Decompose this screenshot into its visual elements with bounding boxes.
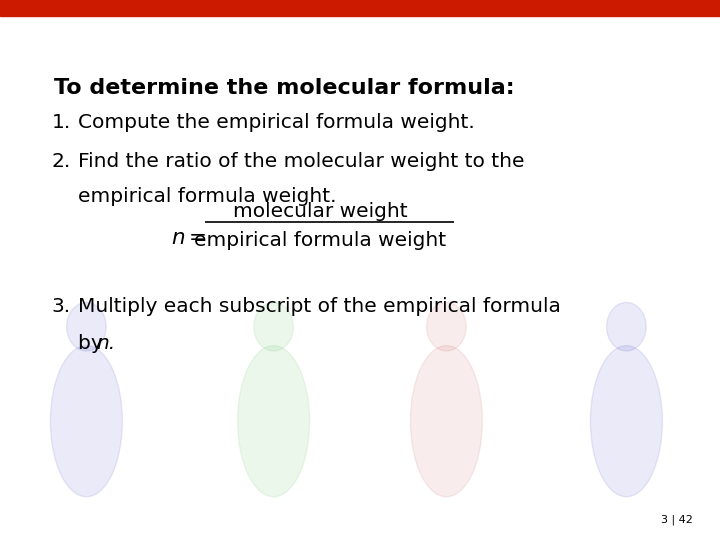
Ellipse shape <box>426 302 467 351</box>
Text: empirical formula weight: empirical formula weight <box>194 231 446 250</box>
Text: by: by <box>78 334 109 353</box>
Text: Compute the empirical formula weight.: Compute the empirical formula weight. <box>78 113 474 132</box>
Ellipse shape <box>66 302 107 351</box>
Ellipse shape <box>590 346 662 497</box>
Text: n.: n. <box>96 334 116 353</box>
Text: 2.: 2. <box>52 152 71 171</box>
Text: Multiply each subscript of the empirical formula: Multiply each subscript of the empirical… <box>78 297 561 316</box>
Text: empirical formula weight.: empirical formula weight. <box>78 187 336 206</box>
Text: 3.: 3. <box>52 297 71 316</box>
Ellipse shape <box>254 302 294 351</box>
Text: molecular weight: molecular weight <box>233 202 408 221</box>
Text: 3 | 42: 3 | 42 <box>661 515 693 525</box>
Ellipse shape <box>50 346 122 497</box>
Text: Find the ratio of the molecular weight to the: Find the ratio of the molecular weight t… <box>78 152 524 171</box>
Text: To determine the molecular formula:: To determine the molecular formula: <box>54 78 515 98</box>
Ellipse shape <box>410 346 482 497</box>
Text: 1.: 1. <box>52 113 71 132</box>
Ellipse shape <box>238 346 310 497</box>
Text: $n =$: $n =$ <box>171 227 207 248</box>
Ellipse shape <box>606 302 647 351</box>
Bar <box>0 0 720 16</box>
